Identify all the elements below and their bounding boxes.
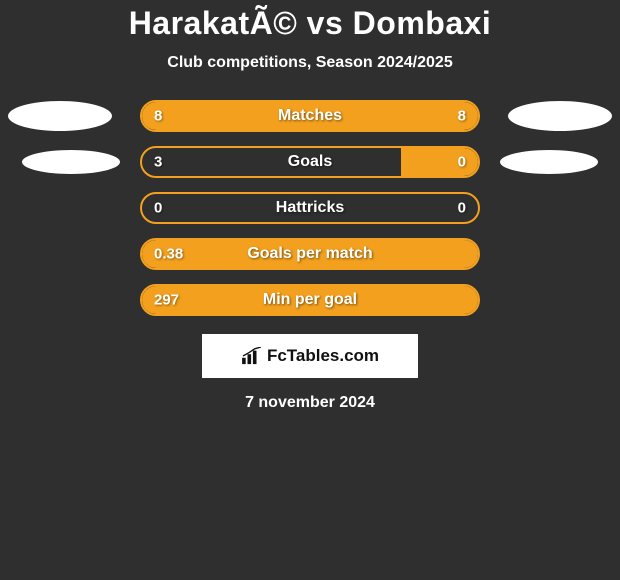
stat-label: Min per goal — [263, 291, 357, 309]
bars-icon — [241, 347, 263, 365]
page-subtitle: Club competitions, Season 2024/2025 — [167, 54, 452, 72]
comparison-card: HarakatÃ© vs Dombaxi Club competitions, … — [0, 0, 620, 412]
stat-row: 8 8 Matches — [0, 100, 620, 132]
stat-label: Goals — [288, 153, 332, 171]
stat-bar: 8 8 Matches — [140, 100, 480, 132]
stat-row: 297 Min per goal — [0, 284, 620, 316]
date-text: 7 november 2024 — [245, 394, 375, 412]
logo-text: FcTables.com — [267, 346, 379, 366]
team-badge-left — [22, 150, 120, 174]
team-badge-right — [508, 101, 612, 131]
stat-row: 0 0 Hattricks — [0, 192, 620, 224]
bar-fill-left — [142, 148, 401, 176]
stat-bar: 0.38 Goals per match — [140, 238, 480, 270]
stat-bar: 3 0 Goals — [140, 146, 480, 178]
stat-label: Goals per match — [247, 245, 372, 263]
stat-value-right: 8 — [458, 108, 466, 125]
stat-bar: 297 Min per goal — [140, 284, 480, 316]
stat-row: 3 0 Goals — [0, 146, 620, 178]
stat-value-left: 3 — [154, 154, 162, 171]
stat-bar: 0 0 Hattricks — [140, 192, 480, 224]
stat-value-left: 0.38 — [154, 246, 183, 263]
stat-value-left: 297 — [154, 292, 179, 309]
stat-row: 0.38 Goals per match — [0, 238, 620, 270]
page-title: HarakatÃ© vs Dombaxi — [129, 5, 492, 42]
stat-value-left: 8 — [154, 108, 162, 125]
bar-fill-right — [401, 148, 478, 176]
logo-box[interactable]: FcTables.com — [202, 334, 418, 378]
team-badge-left — [8, 101, 112, 131]
team-badge-right — [500, 150, 598, 174]
stat-label: Hattricks — [276, 199, 344, 217]
stat-value-left: 0 — [154, 200, 162, 217]
stats-list: 8 8 Matches 3 0 Goals 0 0 Hattricks 0.38 Goals per… — [0, 100, 620, 316]
stat-value-right: 0 — [458, 154, 466, 171]
logo-inner: FcTables.com — [241, 346, 379, 366]
stat-value-right: 0 — [458, 200, 466, 217]
stat-label: Matches — [278, 107, 342, 125]
